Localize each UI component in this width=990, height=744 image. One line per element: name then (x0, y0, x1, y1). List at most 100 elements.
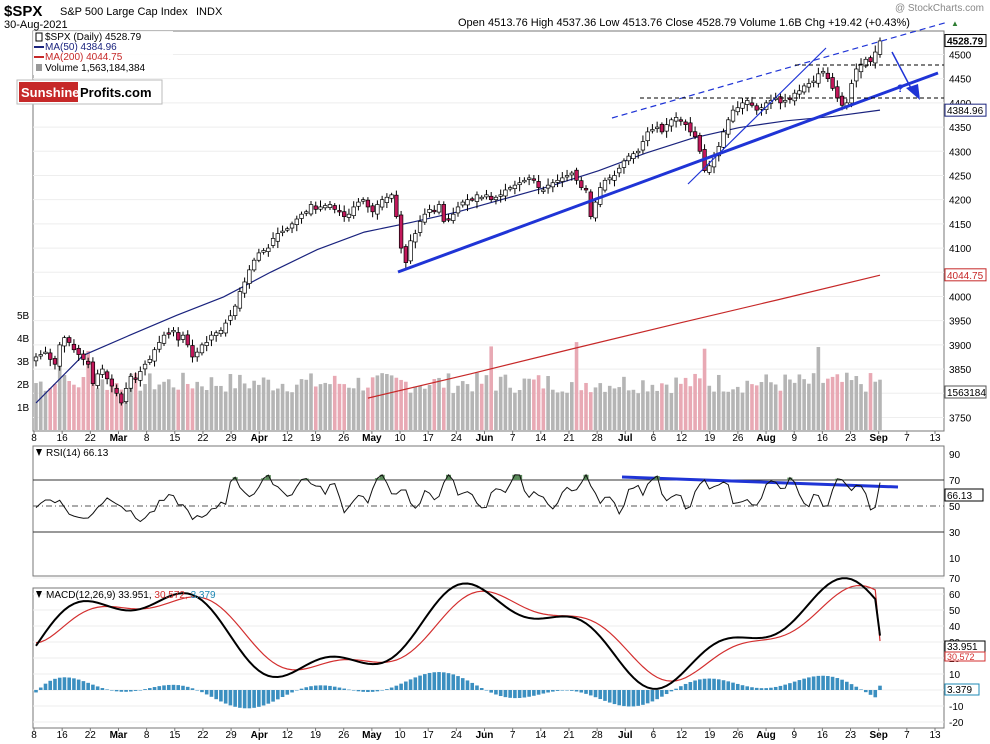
x-tick-label: Apr (251, 730, 268, 741)
volume-bar (238, 374, 242, 430)
macd-hist-bar (72, 678, 76, 690)
macd-hist-bar (48, 680, 53, 690)
value-badge-text: 4528.79 (947, 37, 984, 48)
macd-hist-bar (223, 690, 228, 704)
volume-bar (664, 384, 669, 430)
x-tick-label: Mar (110, 730, 128, 741)
volume-bar (650, 384, 655, 430)
x-tick-label: 12 (676, 433, 688, 444)
x-tick-label: 17 (423, 730, 435, 741)
macd-hist-bar (821, 675, 825, 690)
macd-hist-bar (456, 676, 460, 690)
candle-body (673, 117, 679, 122)
candle-body (683, 121, 688, 126)
macd-hist-bar (299, 688, 304, 690)
macd-hist-bar (129, 690, 133, 692)
x-tick-label: 26 (732, 433, 744, 444)
volume-bar (830, 376, 835, 430)
macd-hist-bar (797, 680, 802, 690)
candle-body (740, 102, 745, 109)
candle-body (678, 119, 684, 122)
volume-bar (294, 384, 299, 430)
candle-body (71, 343, 77, 351)
rsi-line (35, 473, 881, 523)
x-tick-label: 8 (31, 433, 37, 444)
macd-hist-bar (238, 690, 242, 708)
candle-body (237, 291, 243, 309)
macd-hist-bar (233, 690, 237, 707)
macd-hist-bar (294, 690, 299, 691)
volume-bar (399, 379, 403, 430)
volume-bar (114, 383, 119, 430)
macd-hist-bar (147, 688, 152, 690)
volume-bar (555, 392, 560, 430)
price-panel (32, 30, 945, 432)
volume-bar (764, 374, 769, 430)
volume-bar (304, 379, 309, 430)
candle-body (152, 349, 157, 362)
macd-hist-bar (389, 687, 394, 690)
candle-body (479, 196, 484, 200)
candle-body (697, 135, 702, 152)
macd-hist-bar (773, 686, 778, 690)
candle-body (626, 155, 631, 162)
volume-bar (313, 386, 318, 430)
macd-hist-bar (432, 672, 437, 690)
candle-body (332, 205, 337, 210)
macd-hist-bar (356, 690, 361, 692)
volume-bar (593, 387, 598, 430)
x-tick-label: 19 (704, 730, 716, 741)
svg-text:RSI(14) 66.13: RSI(14) 66.13 (46, 448, 109, 459)
x-tick-label: 22 (197, 433, 209, 444)
volume-bar (385, 374, 389, 430)
candle-body (408, 240, 413, 262)
candle-body (351, 206, 356, 216)
candle-body (735, 107, 740, 113)
candle-body (389, 194, 394, 199)
x-tick-label: Jul (618, 730, 633, 741)
macd-hist-bar (626, 690, 631, 707)
macd-hist-bar (43, 683, 48, 690)
volume-bar (532, 379, 536, 430)
candle-body (38, 354, 43, 357)
volume-bar (702, 348, 707, 430)
rsi-overbought-area (517, 474, 523, 480)
volume-bar (826, 378, 830, 430)
x-tick-label: 29 (226, 433, 238, 444)
price-legend: $SPX (Daily) 4528.79 MA(50) 4384.96 MA(2… (33, 31, 173, 75)
macd-hist-bar (427, 672, 432, 690)
volume-bar (546, 376, 550, 430)
price-tick-label: 4500 (949, 50, 972, 61)
volume-bar (750, 384, 754, 430)
x-tick-label: 16 (817, 433, 829, 444)
volume-bar (356, 377, 361, 430)
rsi-overbought-area (512, 474, 518, 480)
macd-hist-bar (878, 685, 882, 690)
svg-text:MACD(12,26,9) 33.951, 30.572,: MACD(12,26,9) 33.951, 30.572, 3.379 (46, 590, 216, 601)
volume-bar (541, 388, 546, 430)
candle-body (664, 124, 669, 132)
macd-hist-bar (688, 682, 693, 690)
volume-bar (811, 373, 816, 430)
candle-body (204, 342, 209, 346)
candle-body (86, 360, 91, 365)
candle-body (142, 363, 148, 370)
macd-hist-bar (712, 678, 716, 690)
candle-body (730, 109, 736, 122)
macd-signal-line (35, 584, 881, 682)
x-tick-label: Apr (251, 433, 268, 444)
value-badge (944, 103, 987, 117)
macd-hist-bar (683, 683, 688, 690)
macd-hist-bar (176, 685, 181, 690)
legend-item-price: $SPX (Daily) 4528.79 (35, 32, 142, 43)
volume-bar (588, 392, 593, 430)
volume-bar (456, 385, 460, 430)
macd-hist-bar (228, 690, 233, 706)
macd-hist-bar (868, 690, 873, 695)
volume-bar (48, 388, 53, 430)
volume-bar (863, 391, 868, 430)
macd-hist-bar (323, 685, 328, 690)
candle-body (636, 150, 641, 154)
candle-body (560, 177, 565, 182)
volume-bar (285, 391, 290, 430)
